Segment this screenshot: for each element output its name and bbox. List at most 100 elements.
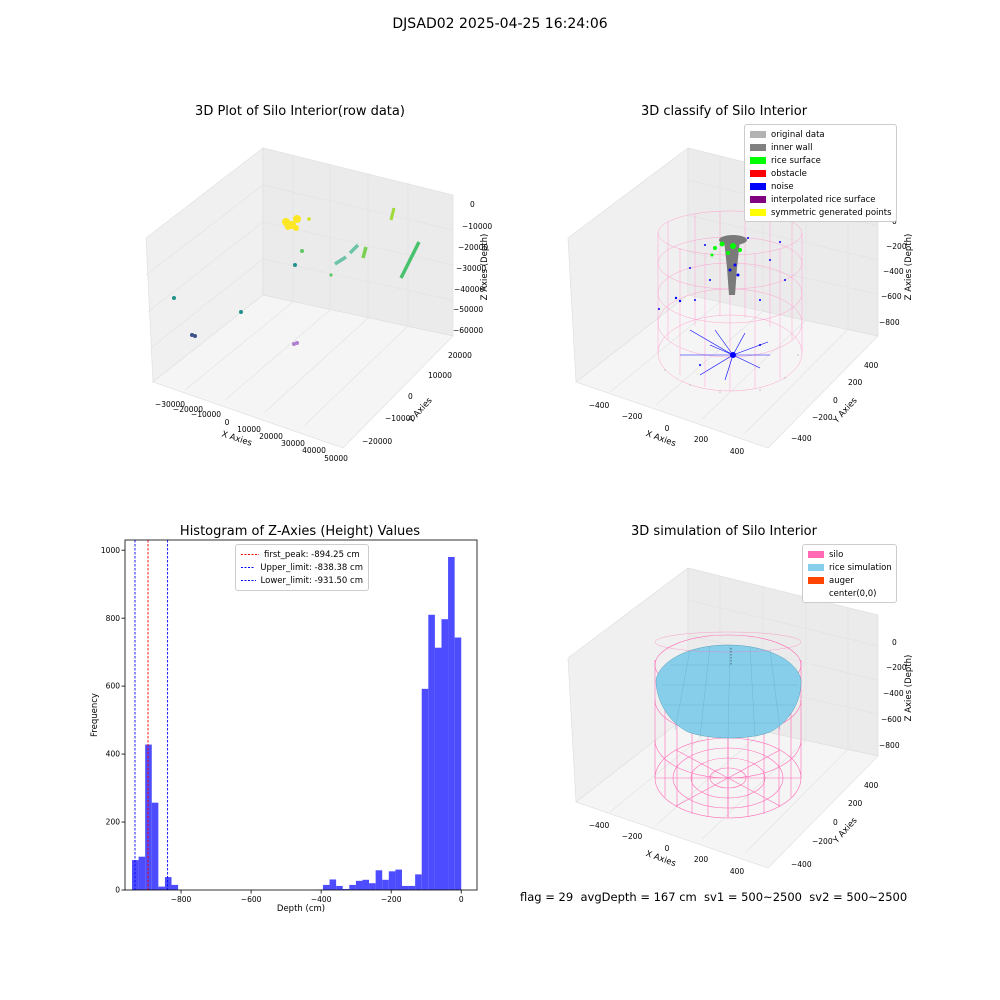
histogram-bar [421,688,429,890]
legend-line [241,567,256,568]
plot2-x-ticks: −400 −200 0 200 400 [589,401,745,456]
svg-text:−800: −800 [879,318,900,327]
plot3-x-label: Depth (cm) [277,904,325,914]
histogram-bar [132,860,139,890]
svg-text:10000: 10000 [237,425,261,434]
svg-text:50000: 50000 [324,454,348,463]
svg-text:0: 0 [665,844,670,853]
svg-text:−200: −200 [812,837,833,846]
svg-text:−30000: −30000 [456,264,486,273]
plot1-y-ticks: −20000 −10000 0 10000 20000 [362,351,472,446]
legend-line [241,554,259,555]
svg-text:400: 400 [730,867,745,876]
svg-text:0: 0 [833,818,838,827]
svg-text:−10000: −10000 [462,222,492,231]
plot4-z-label: Z Axies (Depth) [904,655,914,722]
histogram-bar [375,870,383,890]
y-tick-label: 800 [106,614,121,623]
y-tick-label: 1000 [101,546,120,555]
svg-text:40000: 40000 [302,446,326,455]
svg-text:−400: −400 [589,821,610,830]
svg-text:−20000: −20000 [173,405,203,414]
histogram-bar [362,879,370,890]
histogram-bar [342,888,350,890]
svg-text:20000: 20000 [448,351,472,360]
svg-text:400: 400 [864,361,879,370]
plot2-z-label: Z Axies (Depth) [904,234,914,301]
svg-text:200: 200 [694,435,709,444]
histogram-bar [151,802,159,890]
svg-text:200: 200 [848,799,863,808]
y-tick-label: 400 [106,750,121,759]
x-tick-label: 0 [459,895,464,904]
histogram-bar [382,879,389,890]
legend-item: silo [808,548,891,561]
svg-text:−10000: −10000 [191,410,221,419]
y-tick-label: 0 [115,886,120,895]
legend-swatch [808,551,824,558]
histogram-bar [322,884,330,890]
histogram-bar [388,871,396,890]
legend-item: first_peak: -894.25 cm [241,548,363,561]
legend-item: inner wall [750,141,891,154]
legend-swatch [750,196,766,203]
svg-text:−800: −800 [879,741,900,750]
histogram-bar [329,879,337,890]
svg-text:−30000: −30000 [155,400,185,409]
svg-text:400: 400 [730,447,745,456]
legend-item: obstacle [750,167,891,180]
status-footer: flag = 29 avgDepth = 167 cm sv1 = 500~25… [520,890,908,904]
svg-text:0: 0 [833,396,838,405]
histogram-bar [428,614,435,890]
svg-text:0: 0 [225,418,230,427]
legend-swatch [750,144,766,151]
legend-item: Upper_limit: -838.38 cm [241,561,363,574]
svg-text:−400: −400 [791,860,812,869]
plot1-z-label: Z Axies (Depth) [480,234,490,301]
histogram-bar [369,883,376,890]
plot3-title: Histogram of Z-Axies (Height) Values [179,524,421,539]
figure-title: DJSAD02 2025-04-25 16:24:06 [392,16,608,32]
histogram-bar [454,637,462,890]
svg-text:−400: −400 [589,401,610,410]
svg-text:0: 0 [470,200,475,209]
svg-text:−10000: −10000 [385,414,415,423]
svg-text:−60000: −60000 [453,326,483,335]
plot1-z-ticks: 0 −10000 −20000 −30000 −40000 −50000 −60000 [453,200,492,335]
legend-item: interpolated rice surface [750,193,891,206]
histogram-bar [395,869,402,890]
svg-text:−400: −400 [791,434,812,443]
svg-text:−200: −200 [622,832,643,841]
histogram-bar [448,556,455,890]
plot4-z-ticks: 0 −200 −400 −600 −800 [879,638,907,750]
histogram-bar [408,885,416,890]
svg-text:−20000: −20000 [362,437,392,446]
legend-item: original data [750,128,891,141]
x-tick-label: −800 [171,895,192,904]
plot2-legend: original data inner wall rice surface ob… [744,124,897,222]
svg-text:−200: −200 [886,242,907,251]
plot4-x-ticks: −400 −200 0 200 400 [589,821,745,876]
svg-text:−400: −400 [883,689,904,698]
plot2-title: 3D classify of Silo Interior [640,104,808,119]
x-tick-label: −200 [381,895,402,904]
legend-item: rice surface [750,154,891,167]
histogram-bar [401,885,409,890]
legend-item: center(0,0) [808,587,891,600]
plot3-y-label: Frequency [90,693,100,737]
svg-text:−50000: −50000 [453,305,483,314]
legend-swatch [808,564,824,571]
legend-swatch [750,170,766,177]
x-tick-label: −400 [311,895,332,904]
svg-text:−600: −600 [881,715,902,724]
svg-text:−400: −400 [883,267,904,276]
histogram-bar [434,647,442,890]
legend-line [241,580,256,581]
legend-swatch [808,577,824,584]
svg-text:−20000: −20000 [458,243,488,252]
plot4-title: 3D simulation of Silo Interior [631,524,817,539]
svg-text:0: 0 [892,638,897,647]
histogram-bar [158,886,165,890]
